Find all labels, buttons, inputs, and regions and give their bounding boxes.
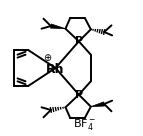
Text: Rh: Rh bbox=[46, 63, 65, 76]
Text: $\mathrm{BF_4^-}$: $\mathrm{BF_4^-}$ bbox=[73, 117, 97, 132]
Text: P: P bbox=[75, 36, 83, 46]
Polygon shape bbox=[91, 102, 105, 107]
Text: P: P bbox=[75, 90, 83, 100]
Text: ⊕: ⊕ bbox=[43, 53, 51, 63]
Polygon shape bbox=[50, 24, 65, 29]
